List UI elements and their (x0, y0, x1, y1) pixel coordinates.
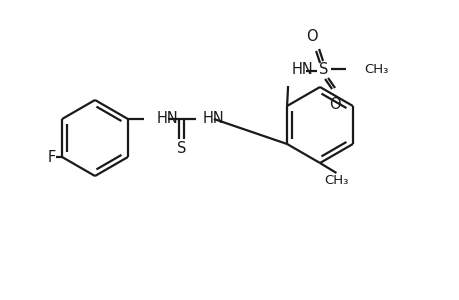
Text: CH₃: CH₃ (324, 173, 348, 187)
Text: O: O (306, 28, 317, 44)
Text: HN: HN (291, 61, 313, 76)
Text: F: F (48, 149, 56, 164)
Text: O: O (329, 97, 340, 112)
Text: S: S (177, 140, 186, 155)
Text: HN: HN (202, 110, 224, 125)
Text: CH₃: CH₃ (364, 62, 387, 76)
Text: S: S (319, 61, 328, 76)
Text: HN: HN (157, 110, 178, 125)
